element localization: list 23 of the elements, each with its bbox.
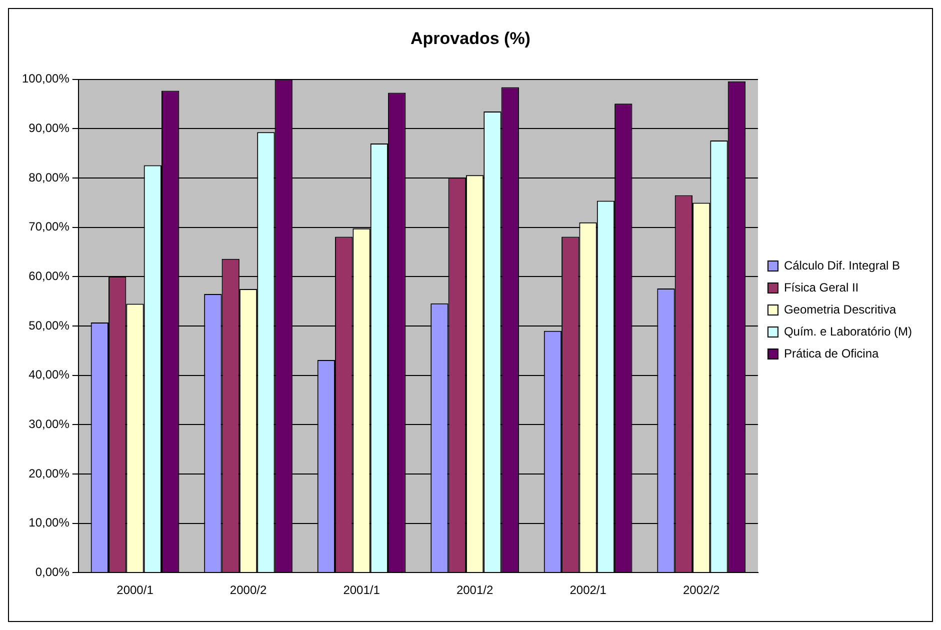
legend-label: Prática de Oficina <box>784 346 879 360</box>
y-tick-label: 80,00% <box>28 170 70 184</box>
x-tick-label: 2000/1 <box>116 583 154 598</box>
y-tick-label: 10,00% <box>28 516 70 530</box>
x-tick-label: 2002/1 <box>570 583 607 598</box>
legend-label: Cálculo Dif. Integral B <box>784 258 900 272</box>
chart-title: Aprovados (%) <box>410 28 530 48</box>
y-tick-label: 70,00% <box>28 220 70 234</box>
x-tick-label: 2000/2 <box>230 583 267 598</box>
legend-label: Física Geral II <box>784 280 859 294</box>
y-tick-label: 30,00% <box>28 416 70 431</box>
y-tick-label: 90,00% <box>28 121 70 136</box>
y-tick-label: 60,00% <box>28 268 70 283</box>
y-tick-label: 100,00% <box>22 72 70 86</box>
x-tick-label: 2002/2 <box>682 583 720 598</box>
y-tick-label: 40,00% <box>28 368 70 382</box>
legend-label: Geometria Descritiva <box>784 302 896 316</box>
x-tick-label: 2001/1 <box>343 583 380 598</box>
y-tick-label: 50,00% <box>28 318 70 332</box>
y-tick-label: 0,00% <box>35 564 70 579</box>
x-tick-label: 2001/2 <box>456 583 494 598</box>
y-tick-label: 20,00% <box>28 466 70 480</box>
legend-label: Quím. e Laboratório (M) <box>784 324 912 338</box>
